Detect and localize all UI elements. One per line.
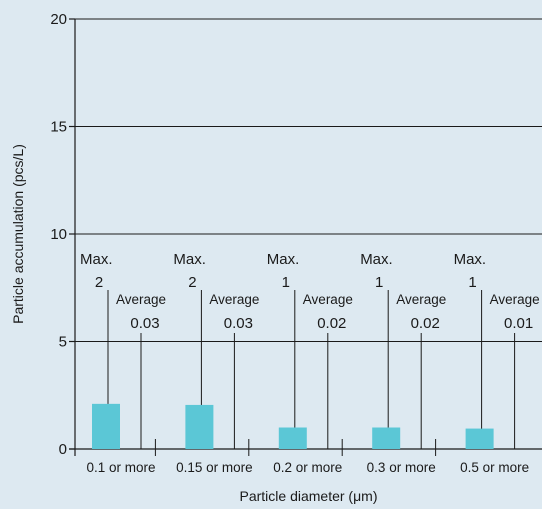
y-tick-label: 10 (50, 226, 67, 243)
bar (372, 427, 401, 449)
average-label: Average (490, 292, 540, 307)
max-value: 1 (375, 274, 383, 291)
bar (185, 404, 214, 449)
bar (92, 403, 120, 449)
average-label: Average (303, 292, 353, 307)
max-value: 1 (468, 274, 476, 291)
bar (465, 428, 494, 449)
max-value: 2 (188, 274, 196, 291)
average-label: Average (116, 292, 166, 307)
y-tick-label: 0 (59, 441, 67, 458)
average-value: 0.03 (130, 315, 159, 332)
max-value: 1 (282, 274, 290, 291)
x-tick-label: 0.15 or more (176, 460, 253, 475)
average-label: Average (396, 292, 446, 307)
x-tick-label: 0.3 or more (367, 460, 436, 475)
y-axis-title: Particle accumulation (pcs/L) (10, 144, 26, 324)
max-label: Max. (454, 251, 487, 268)
y-tick-label: 15 (50, 119, 67, 136)
x-tick-label: 0.1 or more (86, 460, 155, 475)
average-label: Average (209, 292, 259, 307)
x-axis-title: Particle diameter (μm) (240, 488, 378, 504)
average-value: 0.03 (224, 315, 253, 332)
x-tick-label: 0.5 or more (460, 460, 529, 475)
max-label: Max. (360, 251, 393, 268)
average-value: 0.02 (317, 315, 346, 332)
average-value: 0.01 (504, 315, 533, 332)
max-label: Max. (173, 251, 206, 268)
max-value: 2 (95, 274, 103, 291)
x-tick-label: 0.2 or more (273, 460, 342, 475)
y-tick-label: 5 (59, 334, 67, 351)
max-label: Max. (267, 251, 300, 268)
bar (278, 427, 307, 449)
y-tick-label: 20 (50, 11, 67, 28)
average-value: 0.02 (411, 315, 440, 332)
max-label: Max. (80, 251, 113, 268)
